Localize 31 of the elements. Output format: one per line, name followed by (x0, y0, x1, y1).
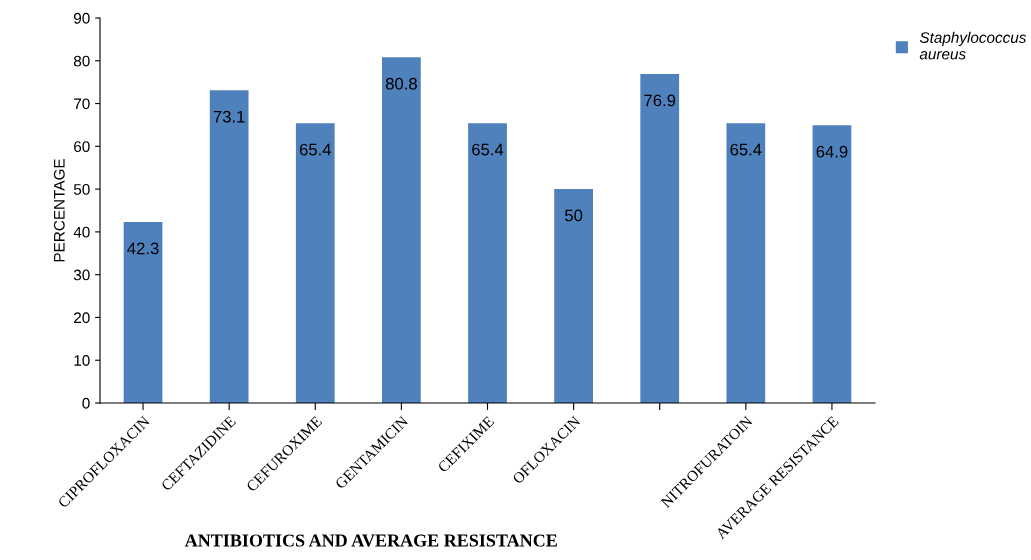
y-tick-label: 90 (74, 12, 90, 24)
bar (382, 57, 421, 403)
bar (209, 90, 249, 403)
data-label: 65.4 (730, 143, 762, 156)
bar (295, 123, 335, 403)
bar (554, 189, 593, 403)
data-label: 65.4 (299, 143, 332, 156)
data-label: 76.9 (644, 94, 676, 107)
data-label: 42.3 (127, 242, 159, 255)
data-label: 65.4 (472, 143, 504, 156)
bar (123, 222, 163, 403)
bar (468, 123, 507, 403)
y-tick-label: 80 (73, 55, 90, 67)
y-tick-label: 10 (74, 355, 90, 366)
data-label: 64.9 (816, 145, 848, 158)
bar (812, 125, 852, 403)
data-label: 50 (565, 209, 583, 222)
y-tick-label: 40 (73, 226, 90, 238)
y-tick-label: 20 (74, 312, 90, 324)
y-tick-label: 30 (73, 269, 90, 281)
bar (726, 123, 766, 403)
x-axis-title: ANTIBIOTICS AND AVERAGE RESISTANCE (184, 534, 557, 547)
y-tick-label: 70 (74, 98, 90, 110)
data-label: 80.8 (385, 77, 417, 90)
data-label: 73.1 (213, 110, 245, 123)
y-axis-title: PERCENTAGE (53, 159, 65, 262)
y-tick-label: 0 (82, 397, 90, 409)
legend-label: Staphylococcus aureus (919, 31, 1027, 60)
y-tick-label: 50 (73, 183, 90, 195)
y-tick-label: 60 (74, 141, 90, 153)
bar (640, 74, 680, 403)
